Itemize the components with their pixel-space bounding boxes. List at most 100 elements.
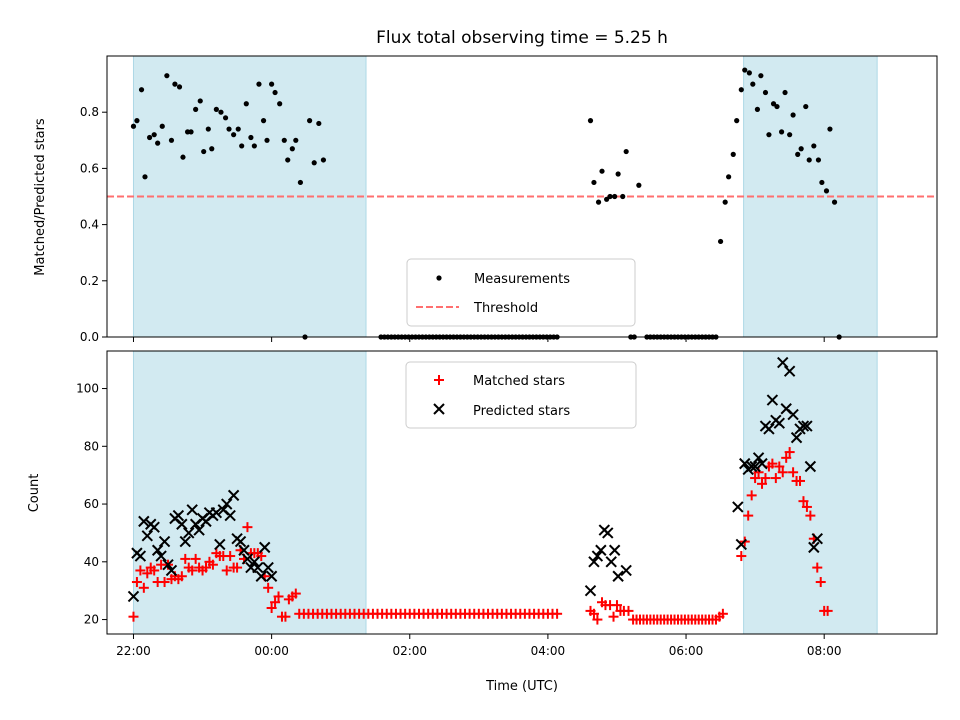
predicted-star-point (238, 544, 250, 556)
matched-star-point (232, 562, 243, 573)
predicted-star-point (248, 556, 261, 568)
predicted-star-point (141, 530, 153, 542)
measurement-point (180, 154, 186, 160)
predicted-star-point (739, 457, 751, 470)
predicted-star-point (224, 509, 236, 522)
measurement-point (209, 146, 215, 152)
measurement-point (201, 148, 207, 155)
matched-star-point (225, 551, 236, 562)
predicted-star-point (210, 507, 223, 519)
measurement-point (787, 132, 793, 138)
predicted-star-point (752, 452, 765, 464)
matched-star-point (736, 551, 747, 562)
measurement-point (168, 137, 175, 143)
matched-star-point (592, 614, 603, 625)
matched-star-point (781, 452, 792, 463)
measurement-point (587, 118, 594, 124)
predicted-star-point (227, 489, 240, 502)
predicted-star-point (787, 408, 799, 421)
measurement-point (130, 123, 137, 129)
measurement-point (722, 199, 728, 205)
matched-star-point (138, 582, 149, 593)
measurement-point (256, 81, 262, 87)
measurement-point (235, 126, 241, 132)
predicted-star-point (214, 538, 226, 551)
matched-star-point (273, 591, 284, 602)
matched-star-point (784, 447, 795, 458)
measurement-point (750, 81, 756, 87)
matched-star-point (608, 611, 619, 622)
predicted-star-point (176, 518, 188, 530)
y-tick-label: 40 (84, 555, 99, 569)
predicted-star-point (134, 550, 147, 562)
panel-bottom: 20 40 60 80 100 22:00 00:00 02:00 04:00 06:00 08:… (27, 350, 938, 694)
bottom-axes-frame (106, 350, 938, 635)
measurement-point (285, 157, 291, 163)
measurement-point (176, 84, 183, 90)
matched-star-point (280, 611, 291, 622)
measurement-point (819, 179, 825, 186)
predicted-star-point (151, 544, 164, 556)
measurement-point (138, 87, 145, 93)
measurement-point (193, 106, 199, 112)
measurement-point (774, 103, 780, 110)
predicted-star-point (735, 538, 748, 551)
predicted-star-point (138, 515, 150, 528)
legend-measurements: Measurements (474, 272, 570, 287)
matched-star-point (812, 562, 823, 573)
measurement-point (269, 81, 275, 87)
matched-star-point (201, 562, 212, 573)
measurement-point (159, 123, 165, 129)
predicted-star-point (193, 524, 205, 536)
x-tick-label: 22:00 (116, 644, 151, 658)
top-y-ticks: 0.0 0.2 0.4 0.6 0.8 (80, 105, 107, 344)
predicted-star-point (221, 498, 233, 510)
matched-star-point (176, 571, 187, 582)
predicted-star-point (172, 509, 185, 522)
measurement-point (746, 70, 752, 76)
bottom-y-axis-label: Count (27, 474, 42, 513)
predicted-star-point (620, 564, 632, 577)
predicted-star-point (186, 504, 198, 516)
predicted-star-point (797, 420, 810, 432)
matched-star-point (263, 582, 274, 593)
matched-star-point (552, 608, 563, 619)
measurement-point (730, 151, 736, 157)
legend-x-marker (433, 403, 445, 415)
measurement-point (612, 193, 618, 200)
predicted-star-point (179, 535, 191, 548)
predicted-star-point (612, 570, 624, 582)
matched-star-point (588, 608, 599, 619)
legend-matched-stars: Matched stars (473, 374, 565, 389)
y-tick-label: 20 (84, 613, 99, 627)
matched-star-point (801, 501, 812, 512)
matched-star-point (131, 577, 142, 588)
shaded-interval (743, 350, 878, 635)
matched-star-point (135, 565, 146, 576)
measurement-point (243, 101, 249, 107)
chart-title: Flux total observing time = 5.25 h (376, 28, 668, 48)
predicted-star-point (252, 561, 264, 574)
legend-threshold: Threshold (473, 301, 538, 316)
measurement-point (142, 174, 148, 180)
measurement-point (717, 238, 724, 245)
predicted-star-point (148, 521, 160, 533)
bottom-legend-box (405, 361, 637, 429)
top-legend: Measurements Threshold (406, 258, 636, 327)
predicted-star-points (127, 356, 823, 603)
predicted-star-point (766, 394, 779, 406)
predicted-star-point (158, 535, 171, 548)
measurement-point (623, 148, 629, 155)
matched-star-point (760, 473, 771, 484)
predicted-star-point (756, 457, 768, 470)
measurement-point (320, 157, 327, 163)
measurement-point (806, 157, 812, 163)
matched-star-point (717, 608, 728, 619)
predicted-star-point (811, 532, 823, 545)
top-y-axis-label: Matched/Predicted stars (33, 118, 48, 276)
predicted-star-point (602, 527, 614, 539)
predicted-star-point (763, 423, 775, 435)
measurement-point (205, 126, 211, 132)
x-tick-label: 02:00 (392, 644, 427, 658)
measurement-point (620, 193, 626, 200)
